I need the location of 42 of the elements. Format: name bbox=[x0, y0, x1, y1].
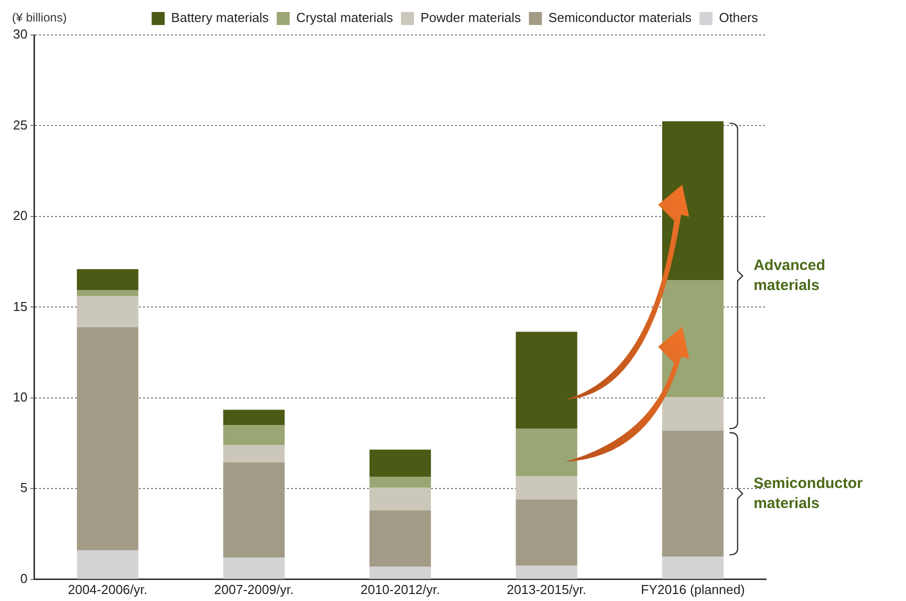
bar bbox=[223, 425, 285, 446]
bar bbox=[662, 430, 724, 557]
x-tick-label: 2013-2015/yr. bbox=[506, 582, 586, 597]
bar bbox=[370, 488, 431, 510]
y-tick-label: 15 bbox=[12, 298, 28, 314]
x-tick-label: 2004-2006/yr. bbox=[68, 582, 148, 597]
x-tick-label: FY2016 (planned) bbox=[640, 582, 745, 597]
bar bbox=[76, 550, 138, 579]
legend-label: Battery materials bbox=[171, 10, 270, 26]
bar bbox=[370, 510, 431, 567]
bar bbox=[370, 566, 431, 579]
legend-label: Others bbox=[718, 10, 758, 26]
bar bbox=[516, 566, 578, 579]
legend-label: Crystal materials bbox=[296, 10, 394, 26]
y-tick-label: 25 bbox=[12, 117, 28, 132]
x-tick-label: 2010-2012/yr. bbox=[360, 582, 440, 597]
bar bbox=[516, 500, 578, 566]
bar bbox=[76, 296, 138, 328]
bar bbox=[223, 462, 285, 558]
legend-label: Powder materials bbox=[420, 10, 522, 26]
annotation: Semiconductor materials bbox=[754, 474, 863, 512]
bar bbox=[76, 269, 138, 290]
y-tick-label: 0 bbox=[20, 570, 28, 586]
bar bbox=[516, 476, 578, 500]
y-tick-label: 10 bbox=[12, 390, 28, 405]
y-axis-title: (¥ billions) bbox=[12, 10, 67, 24]
x-tick-label: 2007-2009/yr. bbox=[214, 582, 294, 597]
bar bbox=[662, 556, 724, 579]
legend-label: Semiconductor materials bbox=[548, 10, 692, 26]
bar bbox=[370, 476, 431, 488]
bar bbox=[223, 445, 285, 462]
bar bbox=[223, 558, 285, 579]
bar bbox=[516, 428, 578, 476]
y-tick-label: 20 bbox=[12, 208, 28, 224]
bar bbox=[662, 397, 724, 431]
bar bbox=[76, 327, 138, 550]
bar bbox=[370, 450, 431, 477]
y-tick-label: 5 bbox=[20, 480, 28, 496]
bar bbox=[76, 290, 138, 296]
annotation: Advanced materials bbox=[754, 257, 826, 294]
y-tick-label: 30 bbox=[12, 26, 28, 42]
bar bbox=[223, 410, 285, 426]
